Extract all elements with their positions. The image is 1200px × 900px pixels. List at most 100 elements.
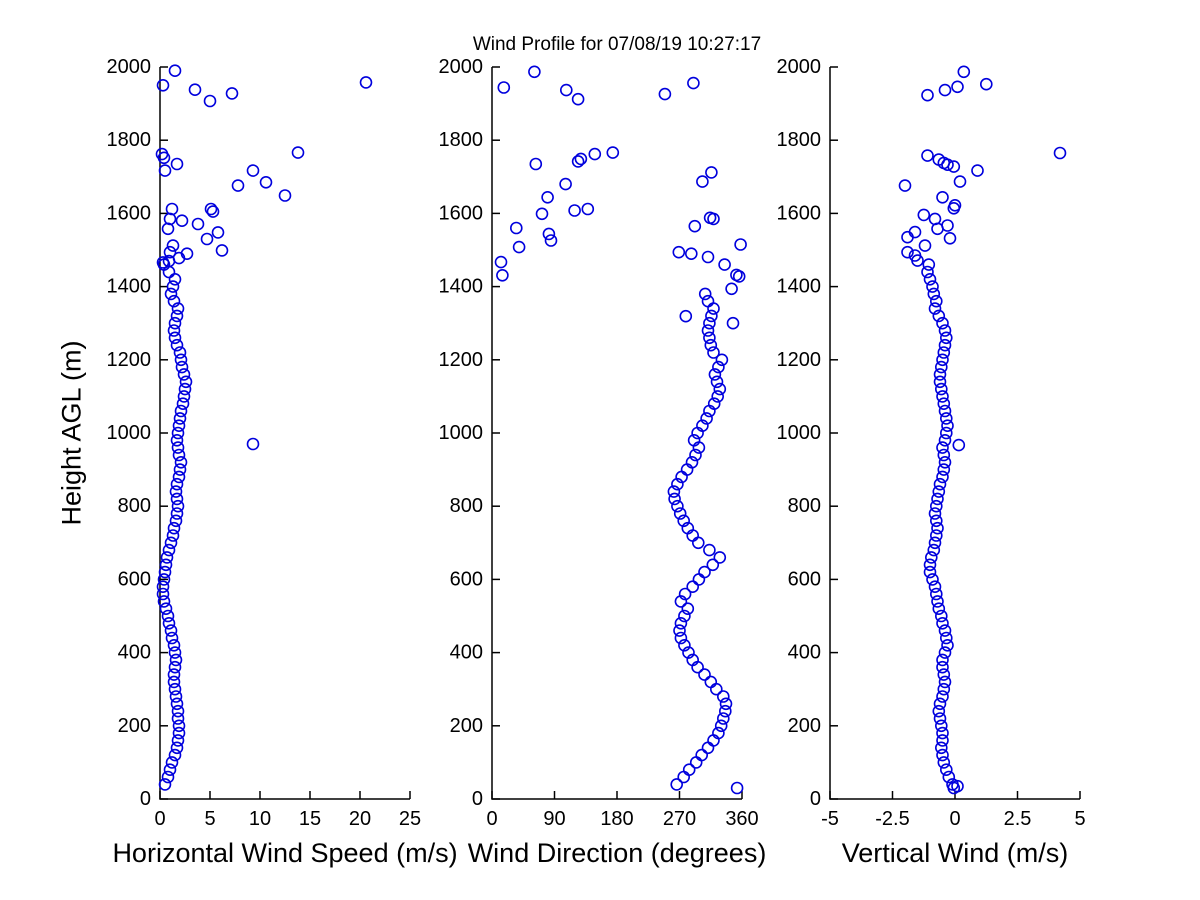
data-point: [156, 256, 170, 269]
data-point: [701, 741, 715, 755]
data-point: [979, 77, 993, 91]
data-point: [941, 419, 954, 433]
data-point: [164, 624, 178, 637]
data-point: [917, 208, 931, 222]
data-point: [173, 412, 187, 425]
data-point: [703, 331, 716, 345]
data-point: [932, 602, 946, 616]
data-point: [168, 682, 182, 696]
data-point: [932, 309, 946, 323]
data-point: [716, 690, 730, 703]
data-point: [158, 778, 172, 791]
data-point: [928, 580, 942, 594]
y-tick-label: 1600: [439, 202, 484, 224]
data-point: [698, 287, 712, 301]
data-point: [167, 324, 181, 337]
data-point: [937, 397, 951, 411]
data-point: [171, 704, 185, 718]
data-point: [170, 477, 184, 491]
data-point: [175, 214, 189, 227]
data-point: [180, 247, 194, 260]
data-point: [168, 331, 182, 345]
data-point: [682, 763, 696, 777]
y-tick-label: 600: [788, 568, 821, 590]
y-tick-label: 400: [788, 642, 821, 664]
y-tick-label: 400: [118, 642, 151, 664]
data-point: [172, 470, 186, 484]
data-point: [707, 302, 720, 315]
y-tick-label: 800: [118, 495, 151, 517]
data-point: [927, 543, 941, 557]
data-point: [701, 294, 715, 308]
data-point: [938, 675, 952, 689]
data-point: [926, 573, 939, 586]
data-point: [164, 536, 178, 550]
data-point: [169, 485, 183, 498]
y-tick-label: 1200: [777, 349, 822, 371]
data-point: [164, 287, 178, 301]
data-point: [936, 616, 949, 630]
data-point: [158, 164, 172, 177]
data-point: [941, 638, 954, 652]
data-point: [159, 602, 173, 616]
data-point: [934, 382, 948, 396]
data-point: [932, 704, 946, 718]
data-point: [206, 205, 220, 218]
data-point: [559, 83, 573, 97]
data-point: [696, 175, 709, 188]
data-point: [574, 152, 588, 166]
data-point: [568, 204, 581, 217]
data-point: [943, 232, 957, 245]
data-point: [588, 147, 602, 161]
data-point: [161, 609, 175, 623]
data-point: [711, 390, 725, 403]
data-point: [535, 207, 549, 221]
data-point: [359, 76, 373, 89]
y-tick-label: 200: [788, 715, 821, 737]
data-point: [937, 346, 951, 359]
data-point: [726, 316, 740, 330]
data-point: [936, 660, 949, 674]
y-tick-label: 1000: [439, 422, 484, 444]
data-point: [169, 690, 183, 703]
x-tick-label: 0: [949, 808, 960, 830]
data-point: [933, 375, 947, 389]
data-point: [938, 338, 952, 352]
data-point: [936, 690, 949, 703]
figure-title: Wind Profile for 07/08/19 10:27:17: [472, 34, 762, 55]
data-point: [671, 477, 684, 491]
scatter-panel-1: 0 200 400 600 800 1000 1200 1400 1600 1800 2000 0 5 1…: [107, 56, 422, 830]
data-point: [931, 521, 944, 535]
x-tick-label: 270: [663, 808, 696, 830]
data-point: [171, 499, 185, 513]
data-point: [719, 697, 733, 711]
data-point: [571, 92, 585, 106]
data-point: [713, 382, 727, 396]
data-point: [163, 212, 177, 226]
y-tick-label: 2000: [439, 56, 484, 78]
data-point: [714, 719, 728, 733]
data-point: [170, 507, 184, 520]
data-point: [938, 324, 952, 337]
data-point: [933, 697, 947, 711]
data-point: [171, 302, 185, 315]
data-point: [682, 646, 695, 659]
data-point: [712, 360, 725, 374]
data-point: [174, 455, 188, 469]
data-point: [730, 268, 743, 282]
y-axis-label: Height AGL (m): [56, 340, 87, 526]
data-point: [730, 781, 744, 795]
data-point: [203, 94, 217, 108]
data-point: [231, 179, 245, 192]
data-point: [215, 244, 229, 257]
y-tick-label: 1400: [439, 276, 484, 298]
data-point: [191, 217, 205, 231]
data-point: [159, 558, 173, 572]
x-tick-label: 25: [399, 808, 421, 830]
data-point: [670, 778, 684, 791]
data-point: [929, 294, 943, 308]
data-point: [939, 763, 953, 777]
data-point: [172, 719, 186, 733]
data-point: [174, 404, 188, 418]
x-tick-label: 0: [154, 808, 165, 830]
